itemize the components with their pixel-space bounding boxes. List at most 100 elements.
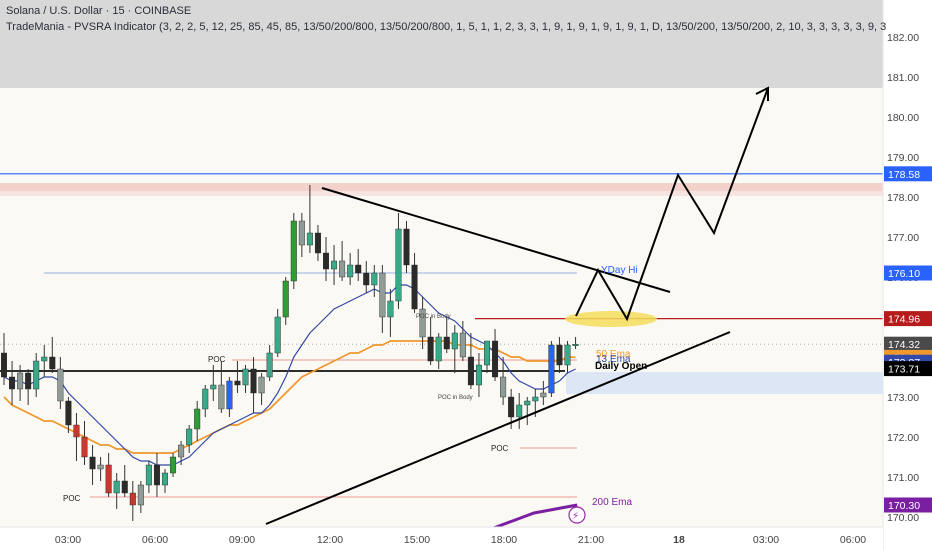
candle-body: [105, 464, 112, 494]
price-badge: [884, 361, 932, 377]
price-tick: 180.00: [887, 112, 919, 124]
candle-body: [323, 252, 330, 270]
candle-body: [121, 480, 128, 494]
projection-arrowhead: [755, 86, 769, 101]
candle-body: [419, 308, 426, 338]
lightning-icon: [568, 506, 586, 524]
candle-body: [194, 408, 201, 430]
descending-trendline: [321, 187, 671, 293]
poc-label: POC: [208, 355, 226, 364]
candle-body: [234, 380, 241, 386]
lightning-glyph: ⚡: [572, 511, 579, 522]
price-badge-label: 173.71: [888, 364, 920, 376]
daily-open-zone: [566, 372, 883, 394]
candle-body: [556, 344, 563, 366]
resistance-zone-lower: [0, 191, 883, 196]
candle-body: [427, 336, 434, 362]
price-tick: 181.00: [887, 72, 919, 84]
candle-body: [411, 264, 418, 310]
candle-body: [314, 232, 321, 254]
candle-body: [347, 264, 354, 278]
candle-body: [129, 492, 136, 506]
time-tick: 15:00: [404, 534, 430, 546]
poc-label: POC: [63, 494, 81, 503]
poc-in-body-label: POC in Body: [416, 314, 451, 320]
candle-body: [451, 332, 458, 350]
time-tick: 18:00: [491, 534, 517, 546]
candle-body: [331, 260, 338, 270]
upper-grey-zone: [0, 0, 883, 88]
candle-body: [508, 396, 515, 418]
candle-body: [532, 396, 539, 402]
ema13-line: [3, 284, 576, 466]
indicator-legend[interactable]: TradeMania - PVSRA Indicator (3, 2, 2, 5…: [6, 21, 886, 33]
candle-body: [467, 356, 474, 386]
price-tick: 179.00: [887, 152, 919, 164]
candle-body: [250, 368, 257, 394]
candle-body: [500, 376, 507, 398]
symbol-title: Solana / U.S. Dollar · 15 · COINBASE: [6, 5, 192, 17]
candle-body: [41, 356, 48, 362]
candle-body: [572, 344, 579, 346]
candle-body: [81, 436, 88, 458]
price-badge: [884, 166, 932, 182]
candle-body: [89, 456, 96, 470]
price-tick: 171.00: [887, 472, 919, 484]
ema13-label: 13 Ema: [596, 354, 631, 365]
candle-body: [355, 264, 362, 274]
candle-body: [459, 332, 466, 358]
candle-body: [282, 280, 289, 318]
candle-body: [186, 428, 193, 446]
candle-body: [298, 220, 305, 246]
candle-body: [170, 456, 177, 474]
candle-body: [371, 272, 378, 286]
candle-body: [290, 220, 297, 282]
candle-body: [49, 356, 56, 370]
candle-body: [242, 368, 249, 386]
candle-body: [65, 400, 72, 426]
breakout-highlight: [565, 311, 657, 327]
candle-body: [492, 340, 499, 378]
candle-body: [306, 232, 313, 246]
candle-body: [516, 404, 523, 418]
candle-body: [339, 260, 346, 278]
price-tick: 182.00: [887, 32, 919, 44]
price-badge: [884, 265, 932, 281]
candle-body: [145, 464, 152, 486]
price-badge-label: 174.96: [888, 314, 920, 326]
candle-body: [475, 364, 482, 386]
price-badge-label: 174.32: [888, 339, 920, 351]
candle-body: [202, 388, 209, 410]
candle-body: [564, 344, 571, 366]
price-badge-label: 176.10: [888, 268, 920, 280]
time-tick: 21:00: [578, 534, 604, 546]
price-tick: 170.00: [887, 512, 919, 524]
price-badge-label: 178.58: [888, 169, 920, 181]
candle-body: [540, 392, 547, 398]
candle-body: [226, 380, 233, 410]
ascending-trendline: [265, 331, 731, 525]
yday-hi-label: YDay Hi: [601, 265, 638, 276]
time-tick: 03:00: [753, 534, 779, 546]
candle-body: [443, 336, 450, 350]
candle-body: [274, 316, 281, 354]
ema50-line: [3, 340, 576, 454]
time-axis-bg: [0, 527, 883, 550]
candle-body: [33, 360, 40, 390]
candle-body: [113, 480, 120, 494]
time-tick: 12:00: [317, 534, 343, 546]
candle-body: [25, 372, 32, 390]
time-tick: 06:00: [840, 534, 866, 546]
ema50-label: 50 Ema: [596, 349, 631, 360]
poc-label: POC: [491, 444, 509, 453]
candle-body: [387, 300, 394, 318]
candle-body: [524, 400, 531, 406]
candle-body: [1, 352, 7, 378]
candle-body: [266, 352, 273, 378]
candle-body: [484, 340, 491, 366]
price-tick: 177.00: [887, 232, 919, 244]
candle-body: [379, 272, 386, 318]
